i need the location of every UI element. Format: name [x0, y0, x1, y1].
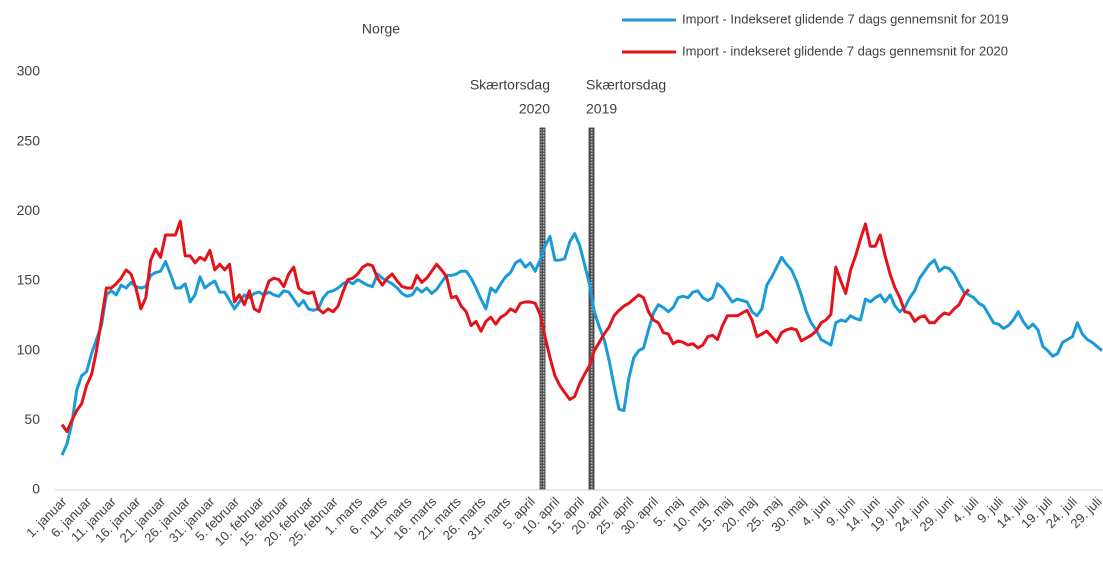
series-line [60, 232, 1103, 456]
x-tick-label: 4. juli [949, 494, 981, 526]
annotation: Skærtorsdag [470, 77, 550, 93]
y-tick-label: 0 [32, 481, 40, 497]
y-tick-label: 200 [17, 202, 41, 218]
y-tick-label: 250 [17, 132, 41, 148]
y-tick-label: 300 [17, 63, 41, 79]
y-tick-label: 150 [17, 272, 41, 288]
y-tick-label: 100 [17, 341, 41, 357]
annotation: Skærtorsdag [586, 77, 666, 93]
series-line [60, 219, 971, 433]
y-tick-label: 50 [24, 411, 40, 427]
chart-title: Norge [362, 21, 400, 37]
marker-line [539, 127, 546, 491]
annotation: 2020 [519, 101, 550, 117]
annotation: 2019 [586, 101, 617, 117]
legend-label: Import - indekseret glidende 7 dags genn… [682, 43, 1008, 58]
legend-label: Import - Indekseret glidende 7 dags genn… [682, 11, 1009, 26]
